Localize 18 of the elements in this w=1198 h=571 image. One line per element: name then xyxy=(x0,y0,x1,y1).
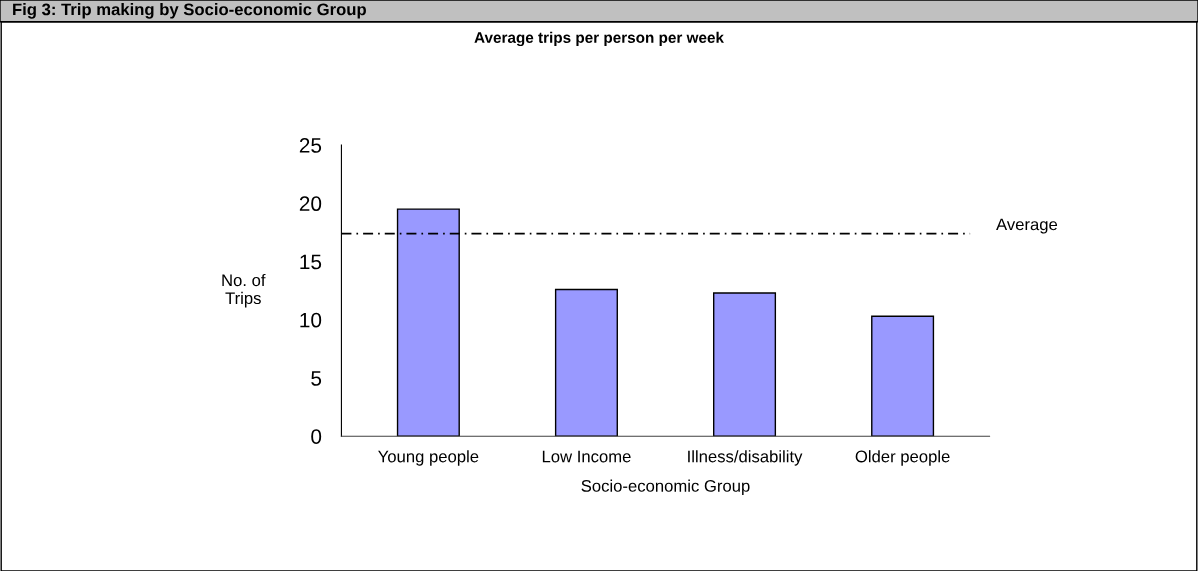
caption: Fig 3: Trip making by Socio-economic Group xyxy=(13,3,366,19)
y-tick-label: 0 xyxy=(311,429,322,444)
x-tick-label: Young people xyxy=(378,450,479,466)
y-tick-label: 5 xyxy=(311,371,322,386)
bar xyxy=(871,315,935,437)
chart-title: Average trips per person per week xyxy=(474,31,724,47)
x-axis-title: Socio-economic Group xyxy=(581,479,750,496)
x-tick-label: Illness/disability xyxy=(688,450,803,466)
y-axis-title: No. of Trips xyxy=(222,273,266,308)
y-tick-label: 20 xyxy=(299,196,322,212)
y-tick-label: 15 xyxy=(300,254,322,270)
bar xyxy=(554,288,618,437)
y-tick-label: 10 xyxy=(300,312,322,328)
bar xyxy=(713,292,777,437)
x-tick-label: Older people xyxy=(855,450,950,466)
y-tick-label: 25 xyxy=(299,138,322,153)
x-tick-label: Low Income xyxy=(542,450,631,463)
ref-line-label: Average xyxy=(996,218,1058,234)
